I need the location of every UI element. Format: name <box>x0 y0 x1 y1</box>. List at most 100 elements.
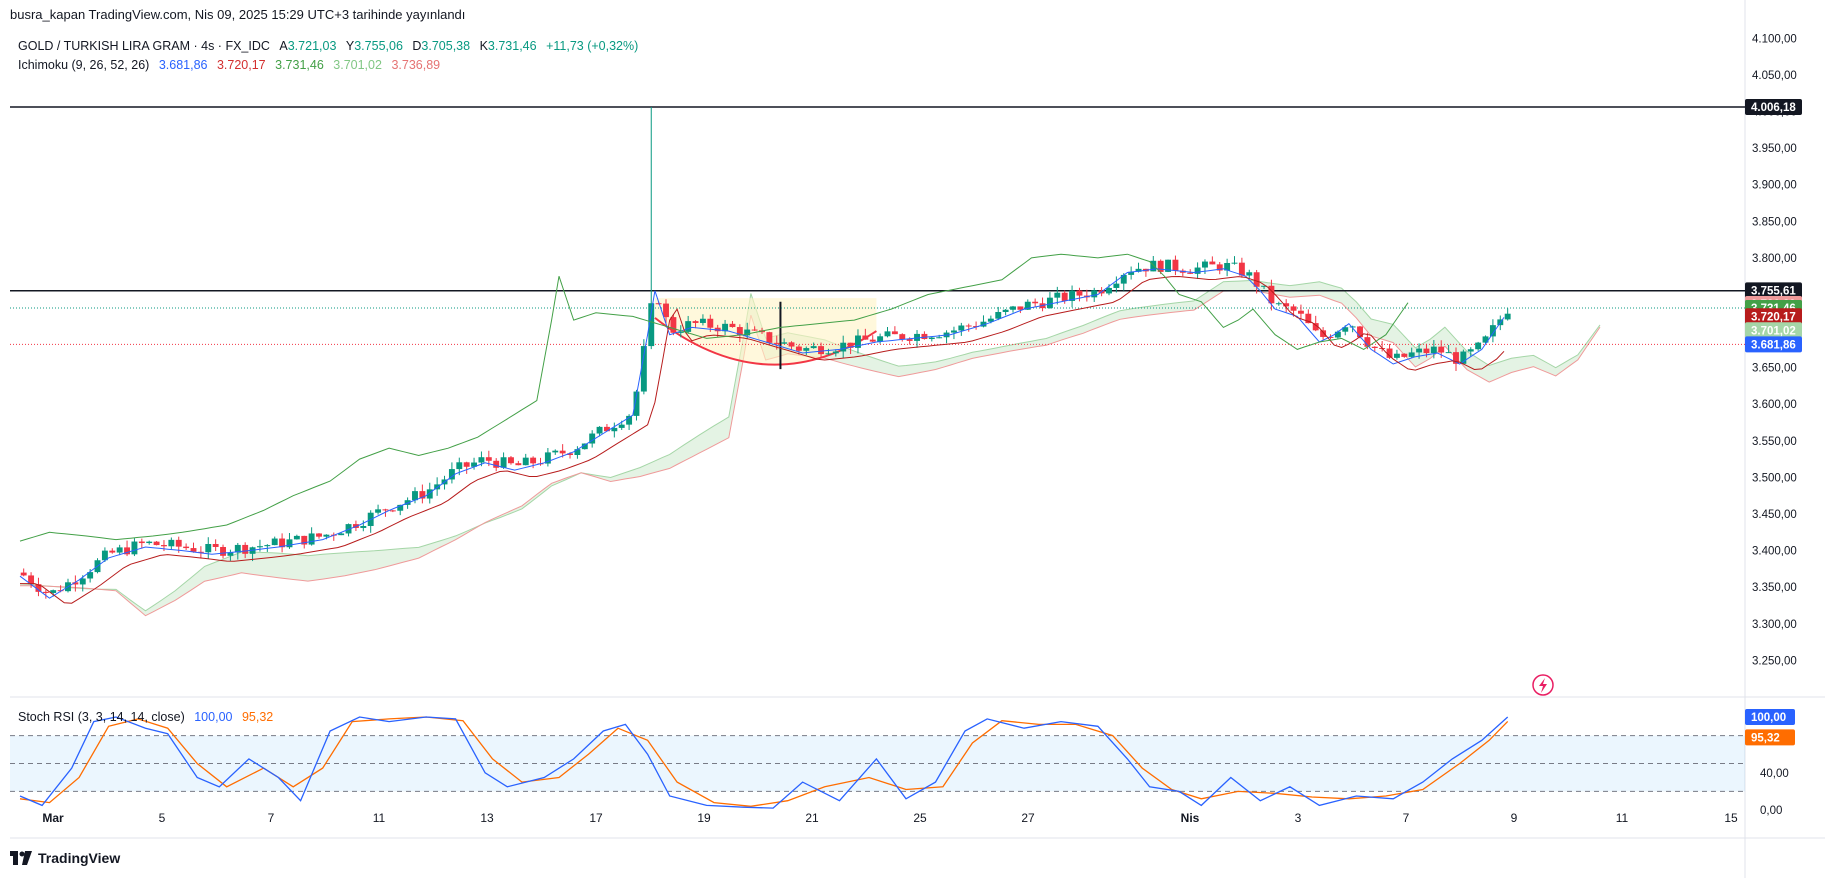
candle <box>1172 255 1179 276</box>
candle <box>1120 273 1127 291</box>
time-tick-label: 25 <box>913 811 927 825</box>
candle-body <box>87 572 94 579</box>
candle-body <box>183 546 190 549</box>
candle-body <box>20 572 27 576</box>
candle-body <box>1061 292 1068 301</box>
candle-body <box>205 543 212 553</box>
candle <box>611 422 618 438</box>
candle <box>190 542 197 553</box>
candle <box>330 532 337 541</box>
candle <box>869 335 876 343</box>
candle-body <box>1312 323 1319 331</box>
candle <box>1430 340 1437 359</box>
candle-body <box>1165 259 1172 272</box>
candle <box>500 452 507 469</box>
symbol-title[interactable]: GOLD / TURKISH LIRA GRAM · 4s · FX_IDC <box>18 39 270 53</box>
candle-body <box>1504 313 1511 320</box>
time-tick-label: 9 <box>1511 811 1518 825</box>
stoch-legend: Stoch RSI (3, 3, 14, 14, close) 100,00 9… <box>18 710 273 724</box>
candle-body <box>153 541 160 546</box>
candle-body <box>633 391 640 416</box>
candle <box>242 542 249 559</box>
time-tick-label: 5 <box>159 811 166 825</box>
price-label-text: 3.755,61 <box>1751 285 1796 297</box>
candle <box>1246 269 1253 279</box>
open-label: A <box>279 39 288 53</box>
candle-body <box>1202 261 1208 268</box>
candle-body <box>1357 326 1363 338</box>
candle <box>818 342 825 358</box>
candle-body <box>168 539 175 547</box>
candle-body <box>522 457 529 466</box>
candle <box>375 504 382 515</box>
candle-body <box>1128 271 1135 275</box>
candle <box>308 527 315 546</box>
candle-body <box>899 334 906 340</box>
candle-body <box>1010 306 1016 310</box>
candle <box>847 342 854 355</box>
stoch-tick-label: 0,00 <box>1760 805 1782 817</box>
candle <box>950 326 957 340</box>
candle-body <box>161 545 167 547</box>
candle <box>131 538 138 557</box>
time-tick-label: 3 <box>1295 811 1302 825</box>
candle-body <box>928 337 935 340</box>
candle <box>1113 276 1120 293</box>
candle-body <box>35 584 42 592</box>
candle-body <box>869 339 876 342</box>
candle-body <box>1460 351 1467 364</box>
price-tick-label: 3.900,00 <box>1752 180 1797 192</box>
candle <box>722 319 729 336</box>
candle <box>20 568 27 577</box>
candle-body <box>1224 262 1231 271</box>
candle-body <box>729 323 736 328</box>
candle-body <box>50 590 57 593</box>
candle <box>1393 349 1400 360</box>
price-label-text: 3.681,86 <box>1751 339 1796 351</box>
candle <box>958 322 965 336</box>
price-label-bg <box>1745 322 1802 339</box>
candle-body <box>544 452 551 464</box>
main-legend: GOLD / TURKISH LIRA GRAM · 4s · FX_IDC A… <box>18 39 638 53</box>
candle-body <box>663 303 669 318</box>
stoch-value-label: 95,32 <box>1751 732 1780 744</box>
stoch-d-line <box>19 716 1509 807</box>
candle-body <box>603 426 610 432</box>
stoch-name[interactable]: Stoch RSI (3, 3, 14, 14, close) <box>18 710 185 724</box>
candle-body <box>1283 303 1290 307</box>
ichimoku-name[interactable]: Ichimoku (9, 26, 52, 26) <box>18 58 150 72</box>
candle-body <box>345 524 352 534</box>
candle-body <box>921 333 928 340</box>
candle <box>832 349 839 357</box>
candle <box>116 544 123 556</box>
candle <box>544 448 551 467</box>
candle <box>855 329 861 354</box>
tradingview-footer: TradingView <box>10 850 120 866</box>
lightning-icon[interactable] <box>1532 674 1554 696</box>
candle-body <box>1393 353 1400 358</box>
candle-body <box>611 427 618 432</box>
price-label-bg <box>1745 282 1802 299</box>
candle-body <box>256 546 263 548</box>
candle-body <box>1423 348 1430 354</box>
candle <box>803 346 810 356</box>
candle <box>1157 259 1164 275</box>
candle <box>914 330 920 348</box>
time-axis: Mar 5 7 11 13 17 19 21 25 27 Nis 3 7 9 11 15 <box>42 811 1738 825</box>
candle-body <box>1467 349 1474 352</box>
price-label: 4.006,18 <box>1745 98 1802 115</box>
candle-body <box>1349 326 1356 328</box>
candle-body <box>906 339 913 341</box>
candle-body <box>781 342 788 344</box>
candle <box>1453 347 1459 371</box>
candle-body <box>485 457 492 461</box>
candle-body <box>234 544 241 553</box>
candle-body <box>877 336 884 342</box>
candle <box>530 456 537 469</box>
candle <box>640 339 647 395</box>
candle <box>980 315 987 328</box>
price-tick-label: 3.550,00 <box>1752 436 1797 448</box>
candle-body <box>426 489 433 499</box>
chikou-span-line <box>19 253 1409 542</box>
